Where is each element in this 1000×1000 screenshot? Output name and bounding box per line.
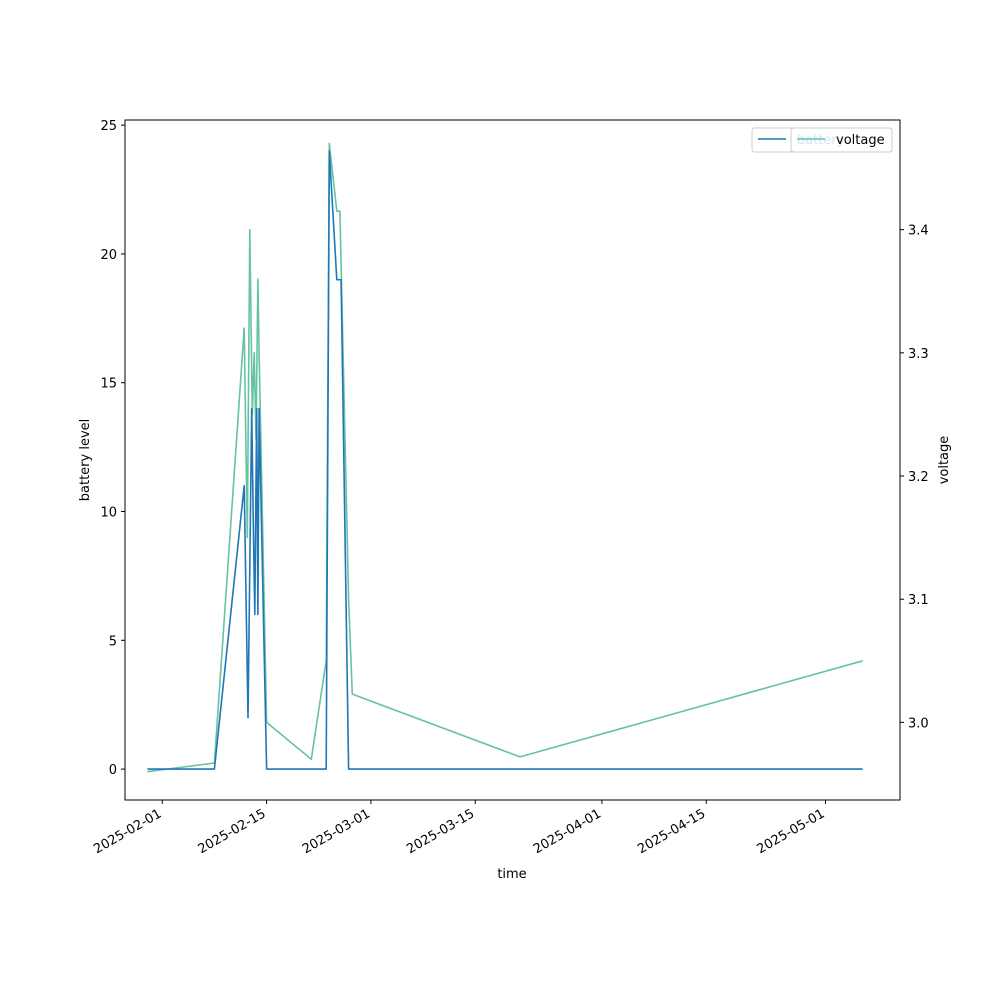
legend-voltage: voltage bbox=[790, 127, 893, 153]
y-left-tick-label: 10 bbox=[100, 506, 117, 521]
y-right-tick-label: 3.2 bbox=[908, 470, 929, 485]
y-right-tick-label: 3.4 bbox=[908, 224, 929, 239]
y-left-tick-label: 25 bbox=[100, 119, 117, 134]
y-right-tick-label: 3.3 bbox=[908, 347, 929, 362]
x-tick-label: 2025-03-15 bbox=[404, 806, 477, 857]
plot-frame bbox=[124, 119, 901, 801]
series-line-battery bbox=[147, 150, 863, 770]
plot-background bbox=[125, 120, 900, 800]
x-tick-label: 2025-03-01 bbox=[300, 806, 373, 857]
x-axis-title: time bbox=[497, 867, 526, 882]
y-left-axis-title: battery level bbox=[78, 419, 93, 502]
x-tick-label: 2025-04-15 bbox=[635, 806, 708, 857]
y-axis-left: 0 5 10 15 20 25 bbox=[100, 119, 125, 778]
x-axis: 2025-02-01 2025-02-15 2025-03-01 2025-03-15… bbox=[91, 800, 827, 857]
y-axis-right: 3.0 3.1 3.2 3.3 3.4 bbox=[900, 224, 929, 731]
series-layer bbox=[147, 142, 863, 773]
y-right-tick-label: 3.0 bbox=[908, 716, 929, 731]
x-tick-label: 2025-05-01 bbox=[755, 806, 828, 857]
y-left-tick-label: 20 bbox=[100, 248, 117, 263]
legend-voltage-label: voltage bbox=[836, 133, 885, 148]
y-left-tick-label: 0 bbox=[109, 763, 117, 778]
series-line-voltage bbox=[147, 142, 863, 773]
x-tick-label: 2025-02-15 bbox=[196, 806, 269, 857]
y-left-tick-label: 5 bbox=[109, 634, 117, 649]
y-right-tick-label: 3.1 bbox=[908, 593, 929, 608]
y-right-axis-title: voltage bbox=[937, 436, 952, 485]
y-left-tick-label: 15 bbox=[100, 377, 117, 392]
x-tick-label: 2025-04-01 bbox=[531, 806, 604, 857]
x-tick-label: 2025-02-01 bbox=[91, 806, 164, 857]
legend-voltage-box bbox=[790, 127, 893, 153]
